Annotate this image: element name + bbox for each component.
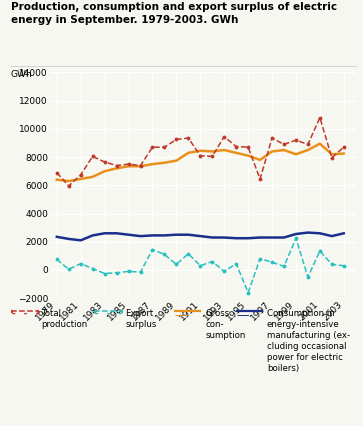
Text: - - -: - - - bbox=[94, 309, 124, 319]
Text: Production, consumption and export surplus of electric
energy in September. 1979: Production, consumption and export surpl… bbox=[11, 2, 337, 25]
Text: Export
surplus: Export surplus bbox=[125, 309, 156, 329]
Text: —: — bbox=[236, 309, 248, 322]
Text: - - -: - - - bbox=[11, 309, 40, 319]
Text: —: — bbox=[174, 309, 187, 322]
Text: Consumption in
energy-intensive
manufacturing (ex-
cluding occasional
power for : Consumption in energy-intensive manufact… bbox=[267, 309, 350, 373]
Text: Total
production: Total production bbox=[42, 309, 88, 329]
Text: Gross
con-
sumption: Gross con- sumption bbox=[205, 309, 245, 340]
Text: GWh: GWh bbox=[11, 70, 33, 79]
